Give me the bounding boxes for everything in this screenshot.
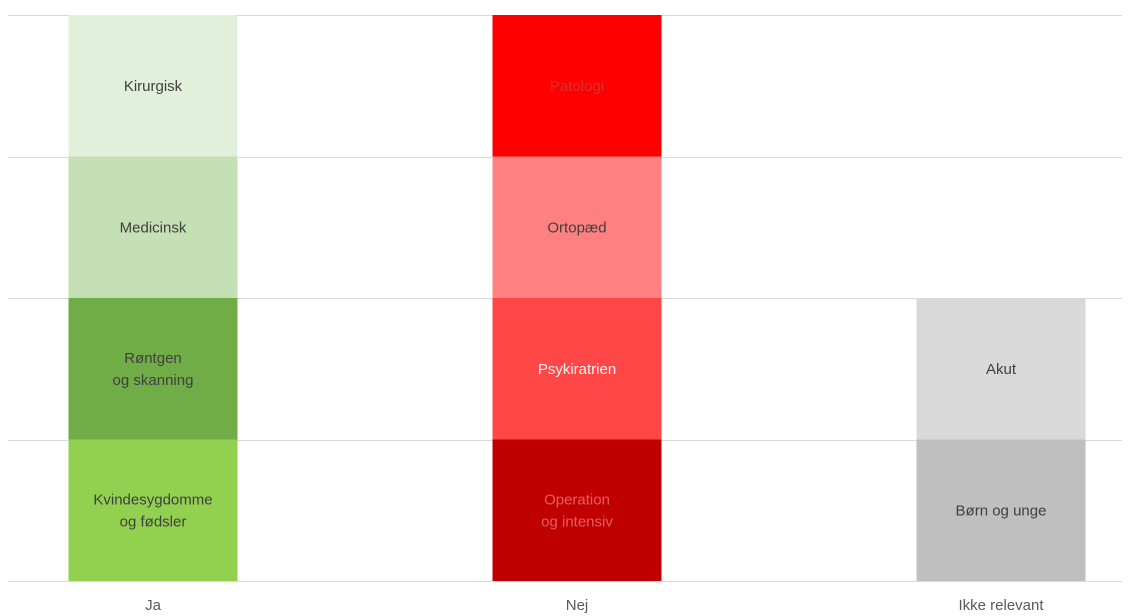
segment-label-line: og skanning bbox=[113, 372, 194, 389]
segment-label-line: Patologi bbox=[550, 78, 604, 95]
bar-segment bbox=[68, 439, 238, 581]
category-label: Nej bbox=[566, 597, 589, 614]
segment-label: Psykiratrien bbox=[538, 361, 616, 378]
segment-label-line: og intensiv bbox=[541, 513, 613, 530]
category-axis-labels: Ja Nej Ikke relevant bbox=[145, 597, 1044, 614]
segment-label: Børn og unge bbox=[956, 502, 1047, 519]
bar-segment bbox=[916, 439, 1086, 581]
category-label: Ja bbox=[145, 597, 162, 614]
bar-segment bbox=[492, 298, 662, 440]
segment-label-line: Operation bbox=[544, 491, 610, 508]
segment-label-line: Røntgen bbox=[124, 350, 182, 367]
segment-label: Operation og intensiv bbox=[541, 491, 613, 530]
segment-label-line: Børn og unge bbox=[956, 502, 1047, 519]
segment-label: Kvindesygdomme og fødsler bbox=[93, 491, 212, 530]
segment-label-line: og fødsler bbox=[120, 513, 187, 530]
segment-label: Kirurgisk bbox=[124, 78, 183, 95]
segment-labels: Kvindesygdomme og fødsler Røntgen og skanni… bbox=[93, 78, 1046, 531]
segment-label-line: Psykiratrien bbox=[538, 361, 616, 378]
bar-segment bbox=[68, 15, 238, 157]
bar-segment bbox=[492, 156, 662, 298]
bar-segment bbox=[68, 298, 238, 440]
category-label: Ikke relevant bbox=[958, 597, 1044, 614]
segment-label-line: Kirurgisk bbox=[124, 78, 183, 95]
segment-label: Patologi bbox=[550, 78, 604, 95]
segment-label-line: Kvindesygdomme bbox=[93, 491, 212, 508]
segment-label: Ortopæd bbox=[547, 219, 606, 236]
bar-segment bbox=[68, 156, 238, 298]
segment-label: Røntgen og skanning bbox=[113, 350, 194, 389]
bar-segment bbox=[492, 439, 662, 581]
segment-label-line: Ortopæd bbox=[547, 219, 606, 236]
bar-segments bbox=[68, 15, 1086, 581]
bar-segment bbox=[916, 298, 1086, 440]
bar-segment bbox=[492, 15, 662, 157]
segment-label-line: Akut bbox=[986, 361, 1017, 378]
segment-label: Medicinsk bbox=[120, 219, 187, 236]
segment-label-line: Medicinsk bbox=[120, 219, 187, 236]
segment-label: Akut bbox=[986, 361, 1017, 378]
